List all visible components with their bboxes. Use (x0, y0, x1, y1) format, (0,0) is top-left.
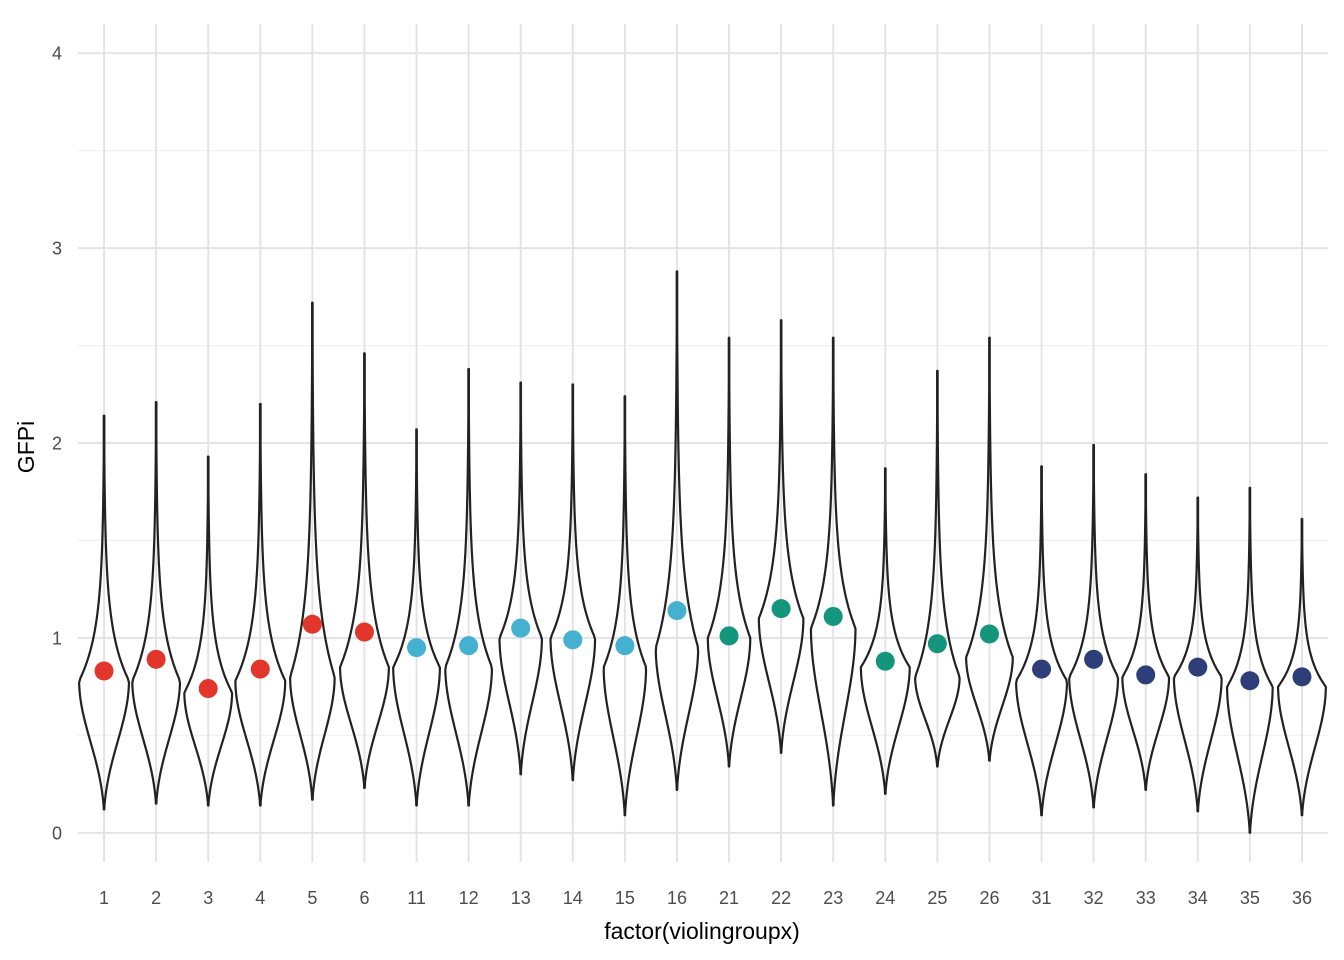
mean-point-2 (146, 649, 166, 669)
x-tick-label: 15 (615, 888, 635, 908)
violin-3 (183, 455, 234, 807)
mean-point-16 (667, 601, 687, 621)
violin-5 (289, 301, 336, 801)
mean-point-36 (1292, 667, 1312, 687)
x-tick-label: 31 (1032, 888, 1052, 908)
x-tick-label: 26 (979, 888, 999, 908)
violin-31 (1015, 465, 1069, 817)
x-tick-label: 16 (667, 888, 687, 908)
mean-point-32 (1084, 649, 1104, 669)
violin-6 (338, 352, 390, 790)
x-tick-label: 36 (1292, 888, 1312, 908)
mean-point-4 (250, 659, 270, 679)
violin-22 (757, 319, 805, 754)
violin-1 (78, 414, 131, 811)
violin-14 (549, 383, 597, 782)
mean-point-11 (407, 638, 427, 658)
x-tick-labels: 1 2 3 4 5 6 11 12 13 14 15 16 21 22 23 24 25 26 31 32 33 34 35… (99, 888, 1312, 908)
violin-25 (914, 369, 961, 768)
y-tick-label: 0 (52, 823, 62, 843)
y-tick-label: 3 (52, 239, 62, 259)
violin-35 (1225, 486, 1274, 834)
x-tick-label: 3 (203, 888, 213, 908)
violin-32 (1068, 443, 1120, 809)
x-axis-title: factor(violingroupx) (604, 918, 800, 944)
x-tick-label: 25 (927, 888, 947, 908)
violin-26 (965, 336, 1014, 762)
x-tick-label: 34 (1188, 888, 1208, 908)
x-tick-label: 12 (459, 888, 479, 908)
violin-11 (392, 428, 441, 807)
violin-33 (1121, 473, 1171, 791)
x-tick-label: 14 (563, 888, 583, 908)
mean-point-33 (1136, 665, 1156, 685)
x-tick-label: 2 (151, 888, 161, 908)
violin-12 (444, 367, 494, 807)
mean-point-6 (354, 622, 374, 642)
y-tick-label: 1 (52, 628, 62, 648)
violin-16 (654, 270, 700, 791)
violin-34 (1172, 496, 1223, 813)
x-tick-label: 1 (99, 888, 109, 908)
mean-point-12 (459, 636, 479, 656)
x-tick-label: 22 (771, 888, 791, 908)
x-tick-label: 13 (511, 888, 531, 908)
mean-point-3 (198, 679, 218, 699)
mean-point-35 (1240, 671, 1260, 691)
grid-lines (78, 24, 1328, 862)
y-tick-label: 4 (52, 44, 62, 64)
mean-point-5 (302, 614, 322, 634)
x-tick-label: 32 (1084, 888, 1104, 908)
x-tick-label: 11 (407, 888, 426, 908)
violin-2 (131, 400, 182, 805)
mean-point-1 (94, 661, 114, 681)
mean-points (94, 599, 1312, 699)
mean-point-24 (875, 651, 895, 671)
x-tick-label: 35 (1240, 888, 1260, 908)
violin-4 (234, 402, 287, 807)
mean-point-15 (615, 636, 635, 656)
x-tick-label: 21 (719, 888, 739, 908)
mean-point-23 (823, 606, 843, 626)
x-tick-label: 4 (255, 888, 265, 908)
violin-series (78, 270, 1327, 834)
x-tick-label: 5 (307, 888, 317, 908)
violin-24 (859, 467, 911, 795)
mean-point-14 (563, 630, 583, 650)
mean-point-26 (979, 624, 999, 644)
y-tick-labels: 0 1 2 3 4 (52, 44, 62, 844)
x-tick-label: 6 (359, 888, 369, 908)
violin-21 (706, 336, 752, 768)
x-tick-label: 24 (875, 888, 895, 908)
y-axis-title: GFPi (13, 421, 39, 473)
violin-36 (1276, 517, 1327, 817)
mean-point-22 (771, 599, 791, 619)
mean-point-31 (1032, 659, 1052, 679)
violin-23 (809, 336, 857, 807)
mean-point-34 (1188, 657, 1208, 677)
mean-point-21 (719, 626, 739, 646)
mean-point-25 (927, 634, 947, 654)
violin-13 (498, 381, 544, 776)
violin-15 (602, 395, 648, 817)
x-tick-label: 33 (1136, 888, 1156, 908)
mean-point-13 (511, 618, 531, 638)
x-tick-label: 23 (823, 888, 843, 908)
y-tick-label: 2 (52, 434, 62, 454)
